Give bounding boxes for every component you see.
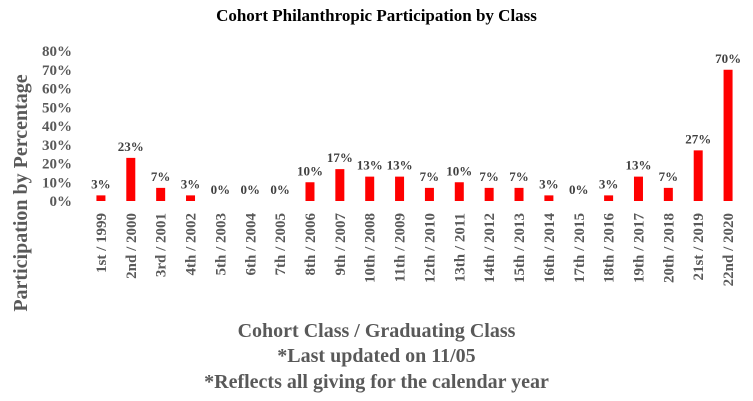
bar	[96, 195, 106, 201]
x-tick-label: 18th / 2016	[602, 213, 618, 284]
x-tick-label: 16th / 2014	[542, 213, 558, 284]
x-tick-label: 21st / 2019	[691, 213, 707, 281]
y-axis-ticks: 0% 10% 20% 30% 40% 50% 60% 70% 80%	[42, 44, 72, 210]
x-tick-label: 6th / 2004	[243, 213, 259, 276]
bar	[723, 69, 733, 201]
bar	[335, 169, 345, 201]
x-tick-label: 2nd / 2000	[124, 213, 140, 279]
bar	[156, 187, 166, 201]
data-label: 23%	[118, 139, 144, 154]
y-axis-title: Participation by Percentage	[10, 74, 32, 311]
data-label: 17%	[327, 150, 353, 165]
y-tick-label: 0%	[50, 194, 73, 210]
data-label: 70%	[715, 51, 741, 66]
data-label: 7%	[659, 169, 679, 184]
bar	[126, 157, 136, 201]
x-tick-label: 14th / 2012	[482, 213, 498, 283]
x-tick-label: 12th / 2010	[422, 213, 438, 283]
bar	[693, 150, 703, 201]
data-label: 7%	[420, 169, 440, 184]
bar	[454, 182, 464, 201]
bar	[395, 176, 405, 201]
bars	[96, 69, 733, 201]
bar	[305, 182, 315, 201]
bar	[484, 187, 494, 201]
x-tick-label: 11th / 2009	[393, 213, 409, 282]
x-tick-label: 3rd / 2001	[154, 213, 170, 277]
data-label: 7%	[509, 169, 529, 184]
x-tick-label: 19th / 2017	[631, 213, 647, 284]
y-tick-label: 20%	[42, 157, 72, 173]
x-tick-label: 15th / 2013	[512, 213, 528, 283]
data-label: 3%	[181, 176, 201, 191]
x-tick-label: 17th / 2015	[572, 213, 588, 283]
x-tick-label: 9th / 2007	[333, 213, 349, 276]
bar	[633, 176, 643, 201]
data-label: 0%	[569, 182, 589, 197]
data-label: 13%	[357, 158, 383, 173]
y-tick-label: 50%	[42, 100, 72, 116]
bar	[663, 187, 673, 201]
bar	[544, 195, 554, 201]
y-tick-label: 80%	[42, 44, 72, 60]
x-axis-ticks: 1st / 1999 2nd / 2000 3rd / 2001 4th / 2002…	[94, 213, 737, 287]
data-labels: 3% 23% 7% 3% 0% 0% 0% 10% 17% 13% 13% 7% 10% 7% 7% 3% 0%…	[91, 51, 741, 197]
x-tick-label: 20th / 2018	[661, 213, 677, 283]
bar	[424, 187, 434, 201]
data-label: 13%	[625, 158, 651, 173]
y-tick-label: 30%	[42, 138, 72, 154]
x-tick-label: 4th / 2002	[184, 213, 200, 276]
data-label: 3%	[91, 176, 111, 191]
data-label: 27%	[685, 131, 711, 146]
y-axis-title-group: Participation by Percentage	[10, 74, 32, 311]
data-label: 10%	[446, 163, 472, 178]
x-tick-label: 5th / 2003	[213, 213, 229, 276]
bar	[365, 176, 375, 201]
x-tick-label: 1st / 1999	[94, 213, 110, 273]
data-label: 3%	[599, 176, 619, 191]
x-axis-title: Cohort Class / Graduating Class	[237, 320, 516, 342]
chart-title: Cohort Philanthropic Participation by Cl…	[216, 6, 537, 25]
x-tick-label: 8th / 2006	[303, 213, 319, 276]
x-tick-label: 13th / 2011	[452, 213, 468, 282]
bar	[514, 187, 524, 201]
data-label: 0%	[241, 182, 261, 197]
y-tick-label: 40%	[42, 119, 72, 135]
data-label: 3%	[539, 176, 559, 191]
data-label: 0%	[211, 182, 231, 197]
x-tick-label: 7th / 2005	[273, 213, 289, 276]
y-tick-label: 60%	[42, 82, 72, 98]
data-label: 7%	[479, 169, 499, 184]
x-tick-label: 22nd / 2020	[721, 213, 737, 286]
data-label: 10%	[297, 163, 323, 178]
footnote-calendar-year: *Reflects all giving for the calendar ye…	[204, 371, 549, 393]
data-label: 13%	[387, 158, 413, 173]
footnote-last-updated: *Last updated on 11/05	[277, 345, 476, 367]
x-tick-label: 10th / 2008	[363, 213, 379, 283]
bar	[604, 195, 614, 201]
bar	[186, 195, 196, 201]
data-label: 7%	[151, 169, 171, 184]
y-tick-label: 70%	[42, 63, 72, 79]
data-label: 0%	[270, 182, 290, 197]
y-tick-label: 10%	[42, 175, 72, 191]
